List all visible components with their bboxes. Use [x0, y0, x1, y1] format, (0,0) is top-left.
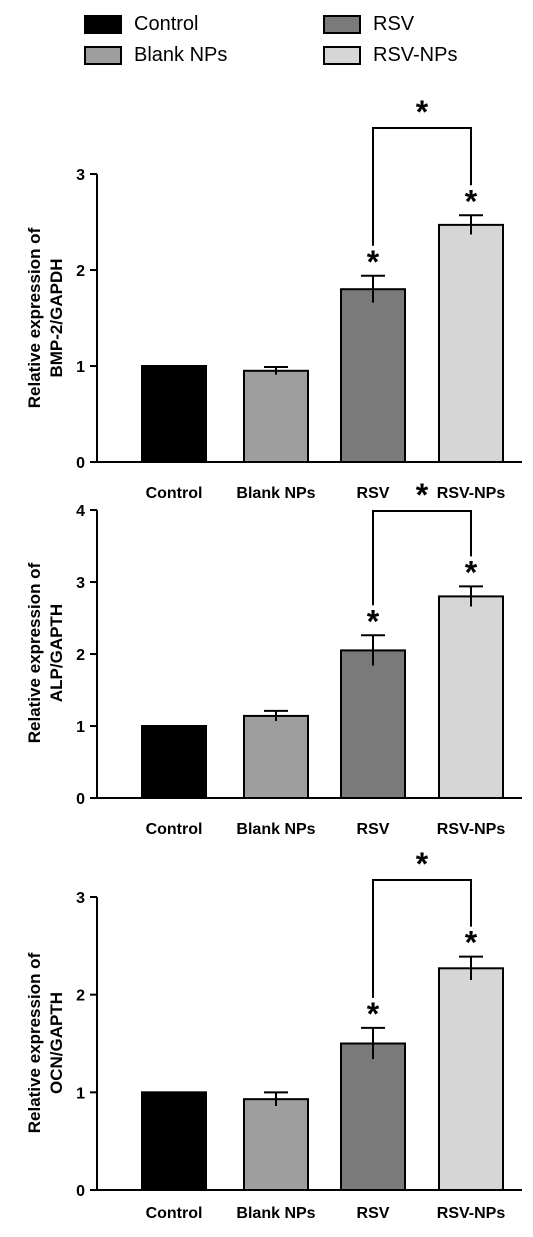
bracket-star: *: [416, 94, 429, 130]
y-tick-label: 1: [76, 719, 85, 736]
legend-label-rsv-nps: RSV-NPs: [373, 43, 458, 66]
bmp2-bar-chart: Relative expression of BMP-2/GAPDH 0 1 2 3 Con…: [25, 94, 522, 502]
bar: [243, 714, 309, 799]
y-tick-label: 2: [76, 263, 85, 280]
bar: [340, 1042, 406, 1191]
y-axis-label: ALP/GAPTH: [47, 604, 66, 702]
x-tick-label: RSV-NPs: [437, 485, 506, 502]
y-tick-label: 0: [76, 455, 85, 472]
bar: [438, 595, 504, 800]
y-axis-label: Relative expression of: [25, 227, 44, 408]
significance-star: *: [367, 996, 380, 1032]
bar: [141, 365, 207, 463]
bar: [340, 649, 406, 799]
legend-item-rsv-nps: RSV-NPs: [323, 43, 457, 67]
significance-star: *: [367, 244, 380, 280]
x-tick-label: Control: [146, 821, 203, 838]
y-tick-label: 1: [76, 359, 85, 376]
bracket-star: *: [416, 477, 429, 513]
x-tick-label: RSV-NPs: [437, 821, 506, 838]
legend-item-rsv: RSV: [323, 12, 414, 36]
y-tick-label: 3: [76, 167, 85, 184]
ocn-bar-chart: Relative expression of OCN/GAPTH 0 1 2 3 Contr…: [25, 846, 522, 1222]
x-tick-label: Blank NPs: [236, 821, 315, 838]
legend-label-blank-nps: Blank NPs: [134, 43, 228, 66]
bar: [243, 1098, 309, 1191]
significance-bracket: [372, 879, 472, 998]
legend: Control Blank NPs RSV RSV-NPs: [0, 0, 533, 80]
bar: [438, 967, 504, 1192]
significance-star: *: [465, 554, 478, 590]
x-tick-label: RSV: [357, 485, 390, 502]
y-tick-label: 3: [76, 575, 85, 592]
y-axis-label: BMP-2/GAPDH: [47, 258, 66, 377]
x-tick-label: RSV: [357, 1205, 390, 1222]
significance-bracket: [372, 127, 472, 246]
y-tick-label: 4: [76, 503, 85, 520]
bar: [141, 1091, 207, 1191]
y-axis-label: Relative expression of: [25, 952, 44, 1133]
y-axis-label: Relative expression of: [25, 562, 44, 743]
bar: [243, 369, 309, 463]
x-tick-label: Control: [146, 485, 203, 502]
bar: [141, 725, 207, 799]
legend-label-rsv: RSV: [373, 12, 415, 35]
bracket-star: *: [416, 846, 429, 882]
alp-bar-chart: Relative expression of ALP/GAPTH 0 1 2 3 4 Cont…: [25, 477, 522, 838]
y-tick-label: 2: [76, 647, 85, 664]
y-tick-label: 0: [76, 1183, 85, 1200]
legend-swatch-blank-nps: [84, 45, 122, 65]
legend-item-blank-nps: Blank NPs: [84, 43, 227, 67]
x-tick-label: Control: [146, 1205, 203, 1222]
significance-star: *: [465, 925, 478, 961]
bar: [340, 288, 406, 463]
y-tick-label: 3: [76, 890, 85, 907]
y-axis-label: OCN/GAPTH: [47, 992, 66, 1094]
x-tick-label: Blank NPs: [236, 1205, 315, 1222]
y-tick-label: 0: [76, 791, 85, 808]
y-tick-label: 2: [76, 988, 85, 1005]
legend-swatch-rsv: [323, 14, 361, 34]
significance-bracket: [372, 510, 472, 606]
legend-swatch-rsv-nps: [323, 45, 361, 65]
significance-star: *: [465, 183, 478, 219]
x-tick-label: RSV-NPs: [437, 1205, 506, 1222]
legend-item-control: Control: [84, 12, 198, 36]
legend-swatch-control: [84, 14, 122, 34]
x-tick-label: Blank NPs: [236, 485, 315, 502]
legend-label-control: Control: [134, 12, 199, 35]
x-tick-label: RSV: [357, 821, 390, 838]
bar: [438, 223, 504, 463]
y-tick-label: 1: [76, 1085, 85, 1102]
significance-star: *: [367, 603, 380, 639]
